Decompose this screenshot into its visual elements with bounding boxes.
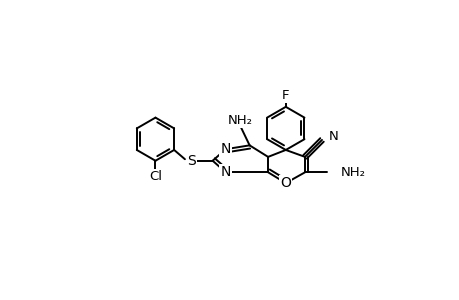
Text: NH₂: NH₂ [227,114,252,127]
Text: F: F [281,89,289,102]
Text: Cl: Cl [149,169,162,183]
Text: O: O [280,176,291,190]
Text: N: N [328,130,338,143]
Text: N: N [220,165,230,179]
Text: N: N [220,142,230,156]
Text: NH₂: NH₂ [340,166,365,179]
Text: S: S [186,154,195,168]
